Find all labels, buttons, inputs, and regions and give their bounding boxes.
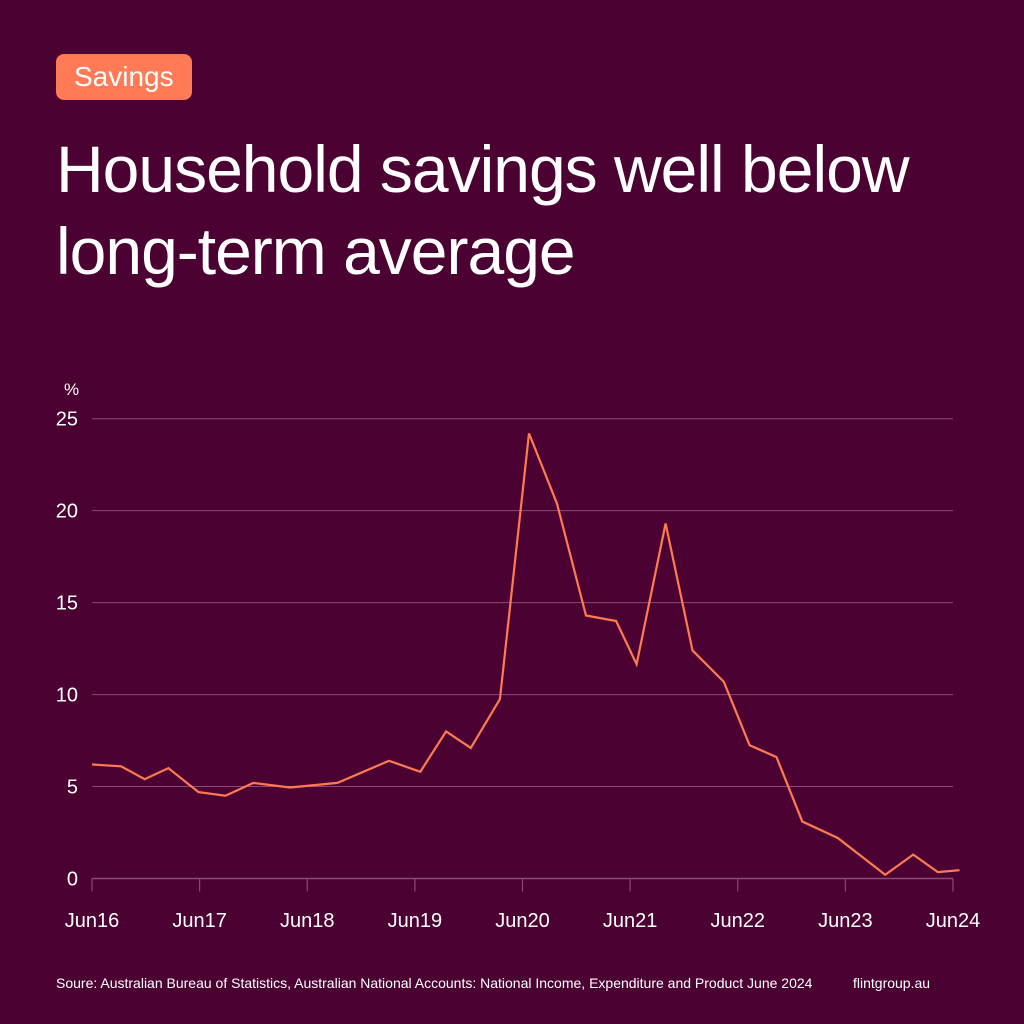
y-tick-label: 25 <box>56 409 78 431</box>
y-tick-label: 0 <box>67 869 78 891</box>
chart-title: Household savings well below long-term a… <box>56 132 910 288</box>
source-note: Soure: Australian Bureau of Statistics, … <box>56 975 813 991</box>
x-tick-label: Jun24 <box>926 910 981 932</box>
x-tick-label: Jun22 <box>711 910 766 932</box>
y-tick-label: 5 <box>67 777 78 799</box>
x-tick-label: Jun19 <box>388 910 443 932</box>
x-tick-label: Jun21 <box>603 910 658 932</box>
x-tick-label: Jun17 <box>172 910 227 932</box>
x-tick-label: Jun20 <box>495 910 550 932</box>
brand-url: flintgroup.au <box>853 975 931 991</box>
category-tag: Savings <box>56 54 192 100</box>
x-tick-label: Jun23 <box>818 910 873 932</box>
x-tick-label: Jun18 <box>280 910 335 932</box>
y-tick-label: 10 <box>56 685 78 707</box>
y-tick-label: 20 <box>56 501 78 523</box>
series-line-savings-ratio <box>91 432 960 877</box>
x-tick-label: Jun16 <box>65 910 120 932</box>
y-axis-unit-label: % <box>64 380 79 399</box>
y-tick-label: 15 <box>56 593 78 615</box>
